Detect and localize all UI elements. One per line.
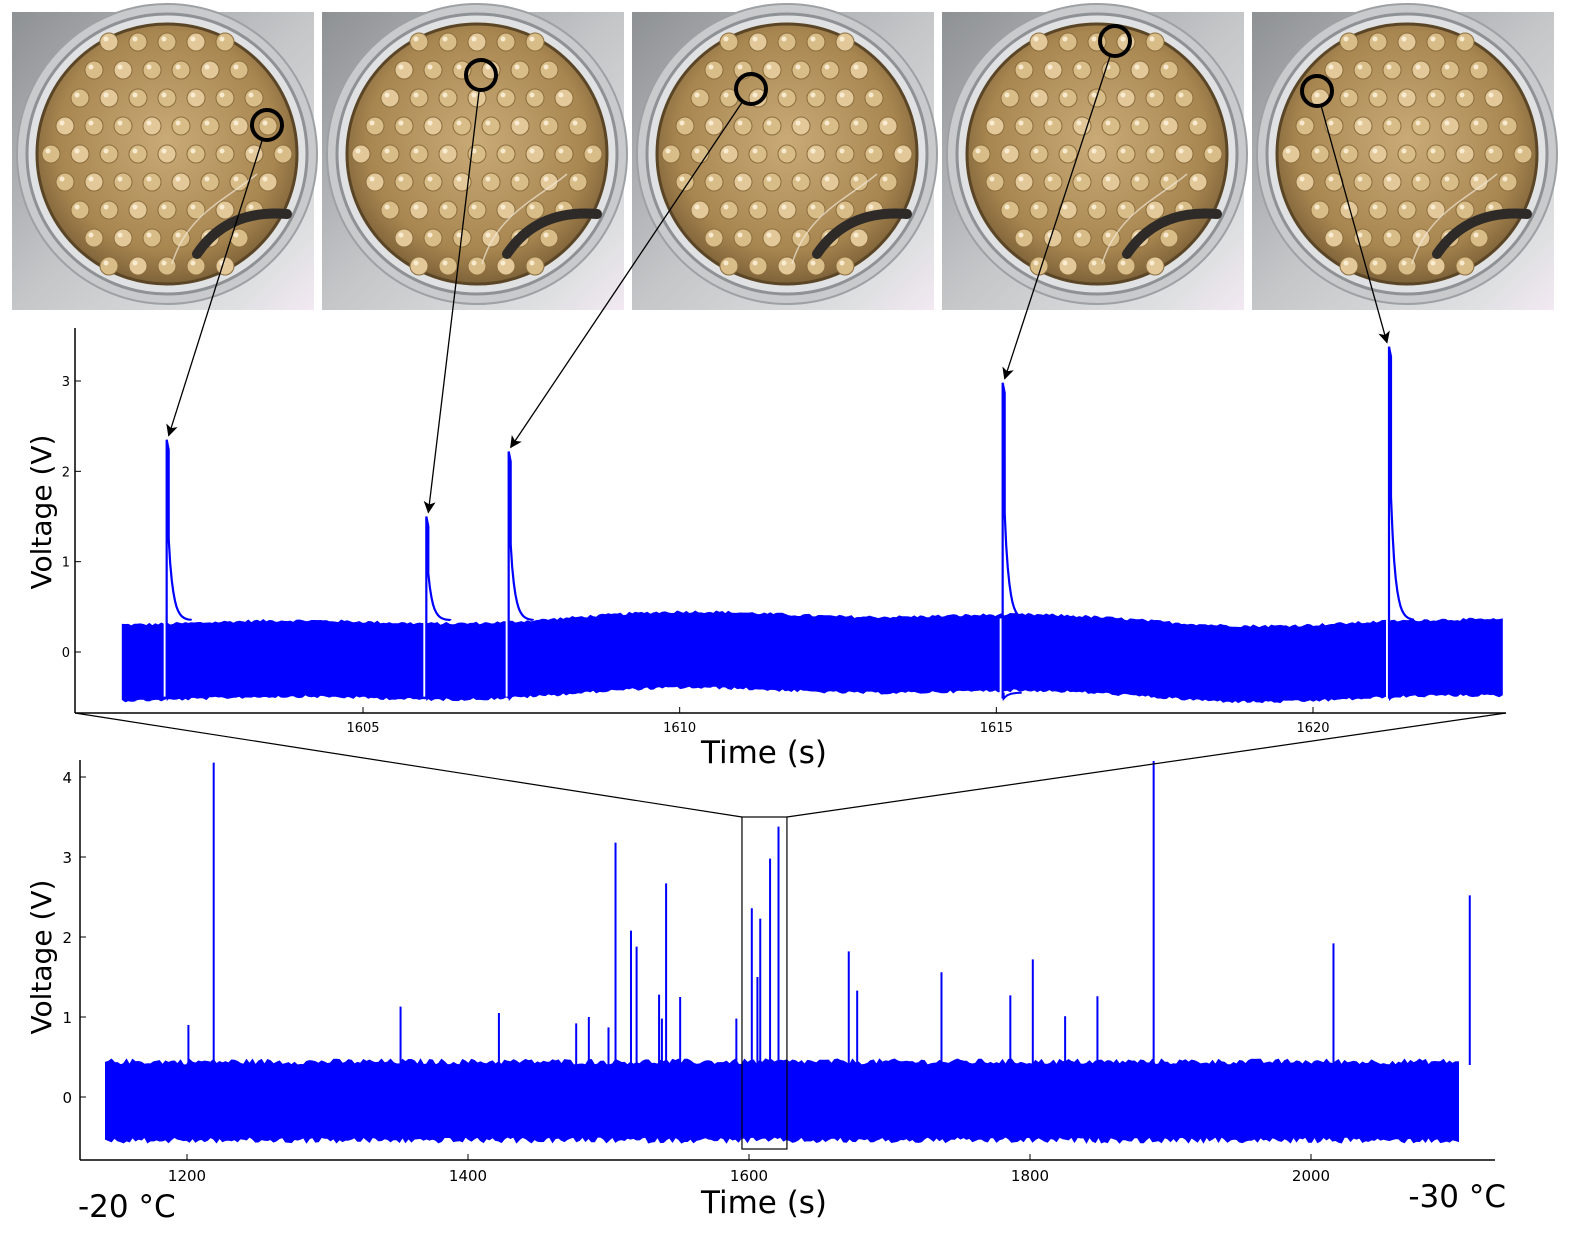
y-tick-label: 3 (62, 375, 70, 390)
x-tick-label: 1610 (663, 721, 696, 736)
frozen-droplet-circle (734, 72, 768, 106)
freezing-arrow (166, 139, 264, 437)
zoom-window (741, 816, 788, 1150)
freezing-arrows (166, 55, 1390, 514)
x-tick-label: 1400 (449, 1167, 487, 1185)
noise-band (121, 610, 1503, 704)
droplet-photo-5 (1252, 3, 1558, 310)
y-tick-label: 2 (62, 929, 72, 947)
start-temperature-label: -20 °C (78, 1189, 176, 1225)
zoomed-voltage-chart: 1605 1610 1615 1620 0 1 2 3 Time (s) Voltage (V… (25, 328, 1506, 771)
y-tick-label: 3 (62, 849, 72, 867)
x-tick-label: 2000 (1292, 1167, 1330, 1185)
freezing-arrow (423, 89, 480, 514)
droplet-photo-1 (12, 3, 318, 310)
droplet-photo-4 (942, 3, 1248, 310)
noise-band (105, 1058, 1459, 1144)
spike (423, 516, 452, 702)
y-tick-label: 4 (62, 769, 72, 787)
zoom-connectors (74, 712, 1507, 818)
frozen-droplet-circle (1300, 74, 1334, 108)
x-tick-label: 1615 (980, 721, 1013, 736)
zoom-chart-ylabel: Voltage (V) (25, 435, 58, 590)
x-tick-label: 1200 (168, 1167, 206, 1185)
photo-strip (12, 3, 1558, 310)
x-tick-label: 1605 (346, 721, 379, 736)
zoom-chart-xlabel: Time (s) (700, 735, 827, 771)
y-tick-label: 0 (62, 1089, 72, 1107)
y-tick-label: 2 (62, 465, 70, 480)
frozen-droplet-circle (1098, 24, 1132, 58)
full-chart-ylabel: Voltage (V) (25, 880, 58, 1035)
droplet-photo-2 (322, 3, 628, 310)
spike (505, 451, 534, 702)
full-chart-xlabel: Time (s) (700, 1185, 827, 1221)
y-tick-label: 0 (62, 646, 70, 661)
frozen-droplet-circle (250, 108, 284, 142)
y-tick-label: 1 (62, 556, 70, 571)
full-voltage-chart: 1200 1400 1600 1800 2000 0 1 2 3 4 Time (s) Volta… (25, 760, 1495, 1221)
freezing-arrow (1320, 105, 1390, 344)
x-tick-label: 1800 (1011, 1167, 1049, 1185)
frozen-droplet-circle (464, 58, 498, 92)
freezing-arrow (510, 101, 744, 449)
x-tick-label: 1620 (1296, 721, 1329, 736)
spike (999, 382, 1028, 702)
spike (163, 439, 192, 702)
y-tick-label: 1 (62, 1009, 72, 1027)
end-temperature-label: -30 °C (1408, 1179, 1506, 1215)
spike (1386, 346, 1415, 702)
droplet-photo-3 (632, 3, 938, 310)
x-tick-label: 1600 (730, 1167, 768, 1185)
freezing-arrow (1002, 55, 1111, 380)
